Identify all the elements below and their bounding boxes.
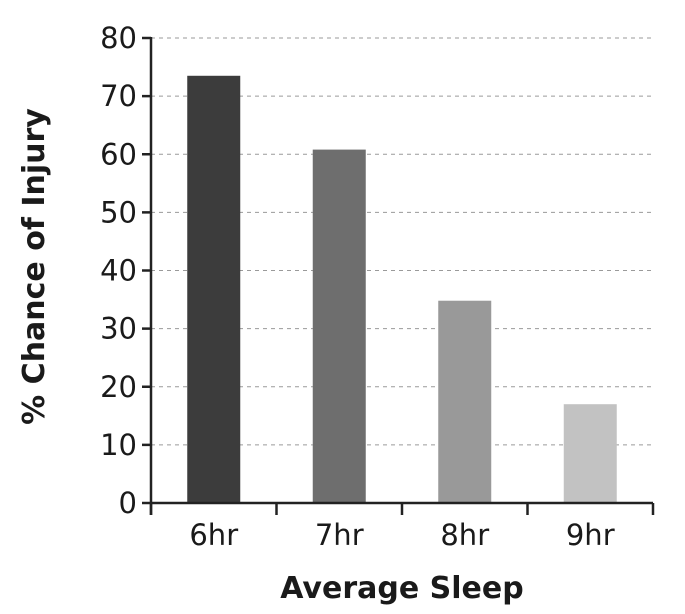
x-tick-label: 9hr (566, 518, 615, 552)
y-tick-label: 50 (100, 195, 137, 229)
y-tick-label: 10 (100, 428, 137, 462)
x-tick-labels: 6hr 7hr 8hr 9hr (189, 518, 614, 552)
y-tick-label: 80 (100, 21, 137, 55)
x-tick-label: 7hr (315, 518, 364, 552)
bar-6hr (187, 75, 241, 503)
bar-9hr (563, 404, 617, 503)
x-tick-label: 8hr (440, 518, 489, 552)
y-tick-label: 20 (100, 370, 137, 404)
y-axis-title: % Chance of Injury (17, 108, 52, 425)
axes (142, 36, 655, 515)
y-tick-label: 70 (100, 79, 137, 113)
bars (187, 75, 617, 503)
x-tick-label: 6hr (189, 518, 238, 552)
y-tick-labels: 0 10 20 30 40 50 60 70 80 (100, 21, 137, 520)
bar-8hr (438, 300, 492, 503)
y-tick-label: 40 (100, 254, 137, 288)
bar-7hr (312, 149, 366, 503)
y-tick-label: 60 (100, 137, 137, 171)
y-tick-label: 0 (119, 486, 137, 520)
y-tick-label: 30 (100, 312, 137, 346)
x-axis-title: Average Sleep (280, 571, 523, 606)
